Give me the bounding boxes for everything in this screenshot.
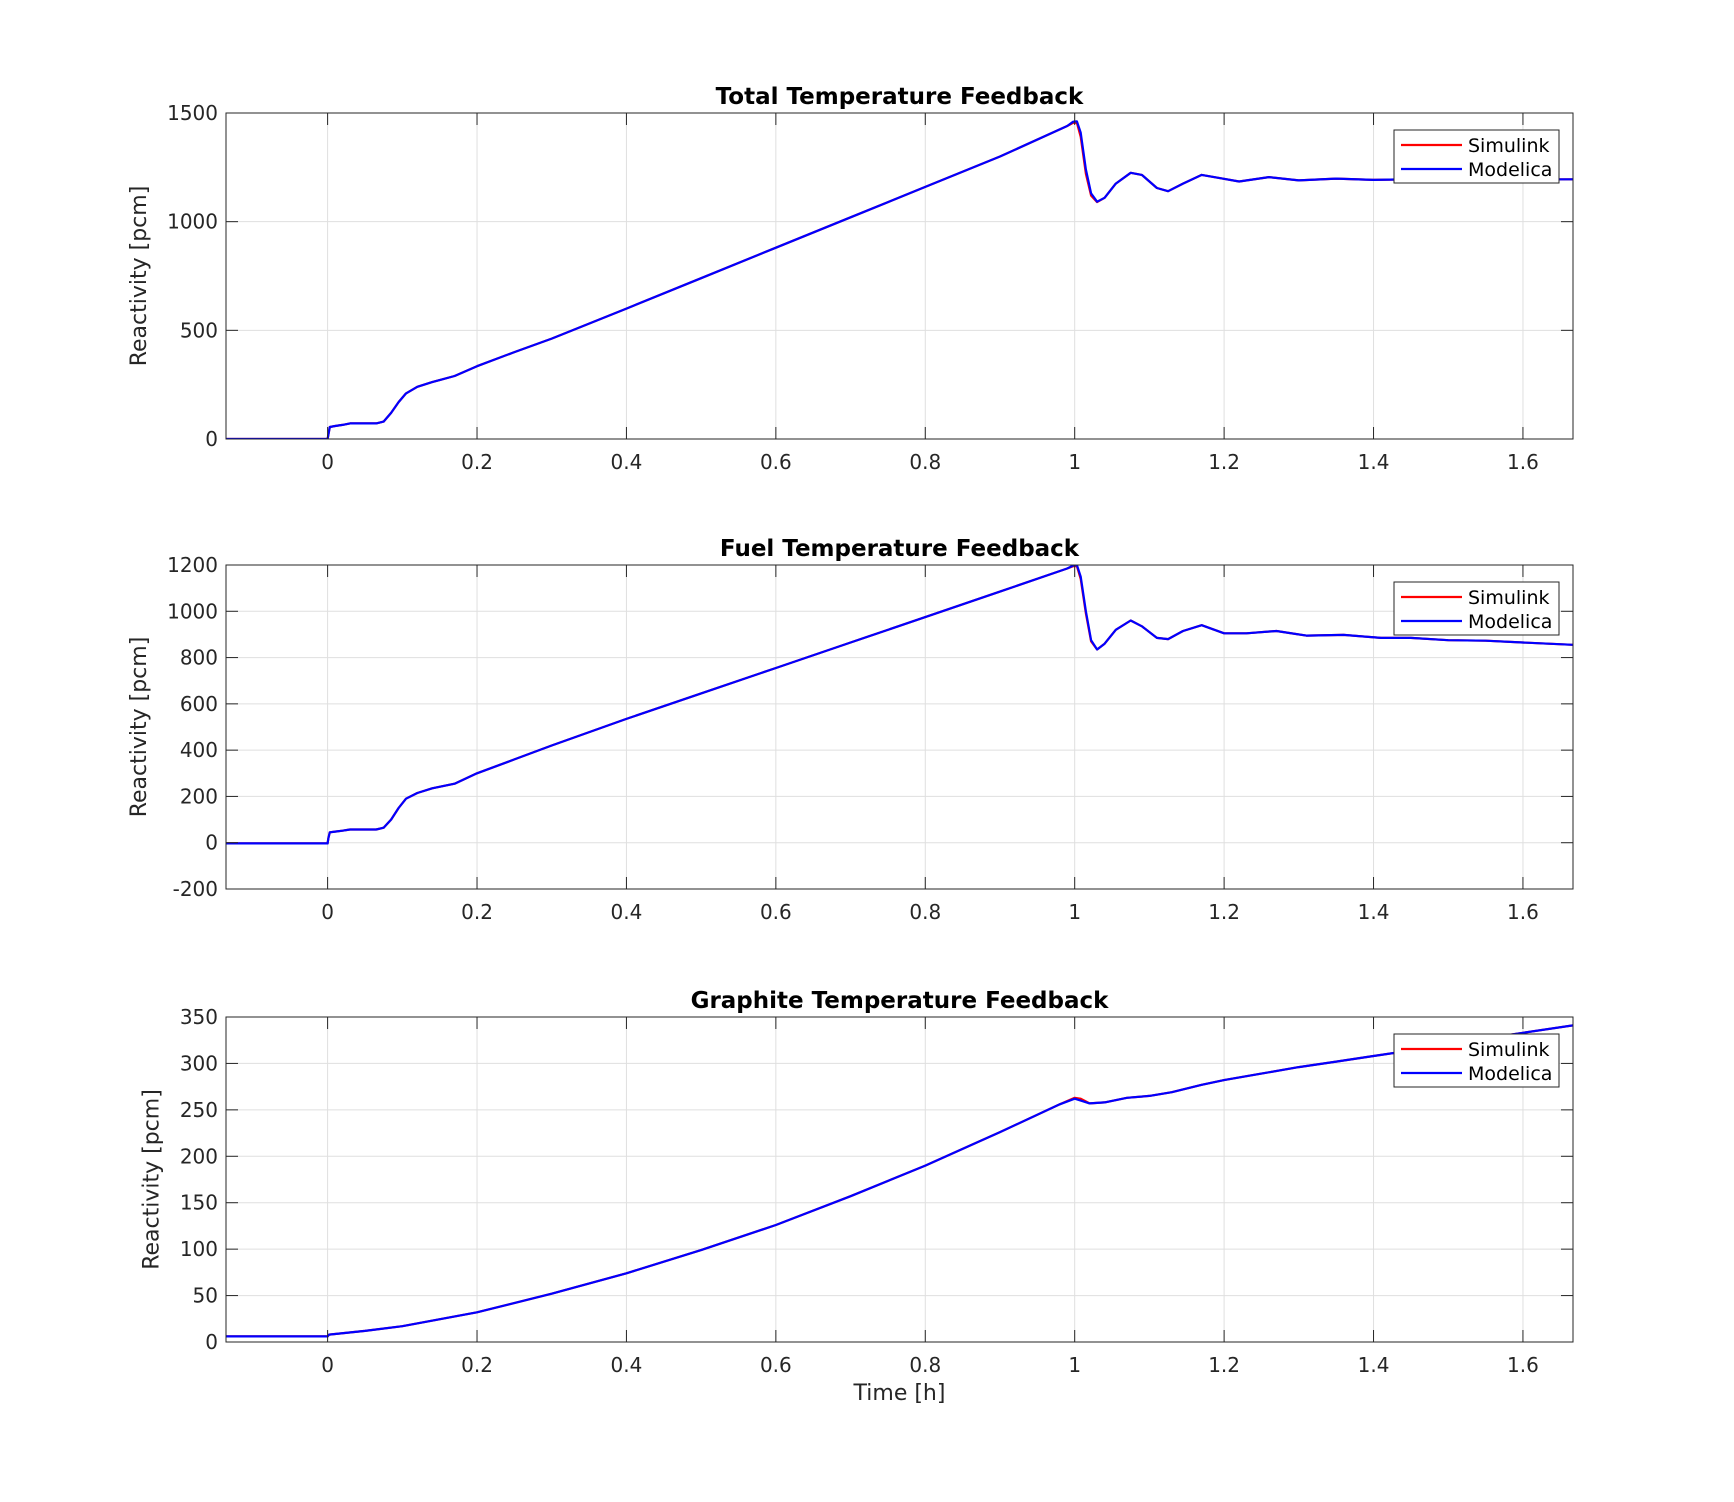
plot-area bbox=[226, 1017, 1573, 1342]
x-tick-label: 0.2 bbox=[461, 1353, 493, 1377]
y-tick-label: 1000 bbox=[167, 599, 218, 623]
axes-box bbox=[225, 564, 1574, 890]
legend-box bbox=[1393, 129, 1560, 184]
y-tick-label: 200 bbox=[180, 784, 218, 808]
x-tick-label: 1.6 bbox=[1507, 1353, 1539, 1377]
x-tick-label: 0.8 bbox=[909, 450, 941, 474]
x-tick-label: 1 bbox=[1068, 450, 1081, 474]
y-tick-label: 1500 bbox=[167, 101, 218, 125]
chart-panel-2: 0 0.2 0.4 0.6 0.8 1 1.2 1.4 1.6 -200 0 200 400 600 800… bbox=[127, 536, 1574, 924]
chart-panel-3: 0 0.2 0.4 0.6 0.8 1 1.2 1.4 1.6 0 50 100 150 200 250 30… bbox=[140, 988, 1574, 1406]
y-tick-label: 800 bbox=[180, 646, 218, 670]
y-tick-label: 100 bbox=[180, 1237, 218, 1261]
x-tick-label: 1.6 bbox=[1507, 450, 1539, 474]
legend-box bbox=[1393, 1033, 1560, 1088]
x-tick-label: 1 bbox=[1068, 1353, 1081, 1377]
series-line-modelica bbox=[226, 120, 1573, 439]
x-tick-label: 0.8 bbox=[909, 900, 941, 924]
y-tick-label: 0 bbox=[205, 427, 218, 451]
x-tick-label: 0.2 bbox=[461, 900, 493, 924]
x-tick-label: 0 bbox=[321, 1353, 334, 1377]
x-tick-label: 0.4 bbox=[611, 900, 643, 924]
series-line-modelica bbox=[226, 565, 1573, 845]
y-tick-label: 600 bbox=[180, 692, 218, 716]
y-tick-label: 250 bbox=[180, 1098, 218, 1122]
y-tick-label: 400 bbox=[180, 738, 218, 762]
x-tick-label: 1 bbox=[1068, 900, 1081, 924]
series-line-modelica bbox=[226, 1024, 1573, 1338]
chart-title: Graphite Temperature Feedback bbox=[691, 988, 1110, 1014]
plot-area bbox=[226, 113, 1573, 439]
x-tick-label: 0.2 bbox=[461, 450, 493, 474]
x-tick-label: 1.2 bbox=[1208, 1353, 1240, 1377]
x-tick-label: 0.6 bbox=[760, 450, 792, 474]
y-axis-label: Reactivity [pcm] bbox=[127, 186, 152, 367]
y-axis-label: Reactivity [pcm] bbox=[140, 1089, 165, 1270]
axes-box bbox=[225, 112, 1574, 440]
x-tick-label: 0.8 bbox=[909, 1353, 941, 1377]
y-tick-label: -200 bbox=[173, 877, 218, 901]
x-tick-label: 0 bbox=[321, 450, 334, 474]
y-tick-label: 0 bbox=[205, 831, 218, 855]
y-tick-label: 350 bbox=[180, 1005, 218, 1029]
legend-box bbox=[1393, 581, 1560, 636]
y-tick-label: 200 bbox=[180, 1144, 218, 1168]
x-tick-label: 0 bbox=[321, 900, 334, 924]
x-tick-label: 1.6 bbox=[1507, 900, 1539, 924]
x-tick-label: 1.4 bbox=[1358, 900, 1390, 924]
y-tick-label: 0 bbox=[205, 1330, 218, 1354]
x-tick-label: 0.4 bbox=[611, 1353, 643, 1377]
chart-title: Fuel Temperature Feedback bbox=[720, 536, 1080, 562]
y-tick-label: 500 bbox=[180, 318, 218, 342]
y-tick-label: 150 bbox=[180, 1191, 218, 1215]
y-tick-label: 300 bbox=[180, 1051, 218, 1075]
y-axis-label: Reactivity [pcm] bbox=[127, 637, 152, 818]
x-tick-label: 1.2 bbox=[1208, 900, 1240, 924]
chart-panel-1: 0 0.2 0.4 0.6 0.8 1 1.2 1.4 1.6 0 500 1000 1500 Total… bbox=[127, 84, 1574, 474]
x-tick-label: 0.6 bbox=[760, 900, 792, 924]
y-tick-label: 1000 bbox=[167, 210, 218, 234]
x-tick-label: 1.2 bbox=[1208, 450, 1240, 474]
x-tick-label: 0.6 bbox=[760, 1353, 792, 1377]
legend-label-modelica: Modelica bbox=[1468, 159, 1552, 181]
x-tick-label: 1.4 bbox=[1358, 1353, 1390, 1377]
legend-label-simulink: Simulink bbox=[1468, 587, 1550, 609]
x-tick-label: 1.4 bbox=[1358, 450, 1390, 474]
x-axis-label: Time [h] bbox=[853, 1381, 946, 1406]
y-tick-label: 1200 bbox=[167, 553, 218, 577]
x-tick-label: 0.4 bbox=[611, 450, 643, 474]
legend-label-simulink: Simulink bbox=[1468, 135, 1550, 157]
legend-label-modelica: Modelica bbox=[1468, 611, 1552, 633]
y-tick-label: 50 bbox=[193, 1284, 218, 1308]
legend-label-modelica: Modelica bbox=[1468, 1063, 1552, 1085]
axes-box bbox=[225, 1016, 1574, 1343]
chart-title: Total Temperature Feedback bbox=[716, 84, 1084, 110]
legend-label-simulink: Simulink bbox=[1468, 1039, 1550, 1061]
plot-area bbox=[226, 565, 1573, 889]
